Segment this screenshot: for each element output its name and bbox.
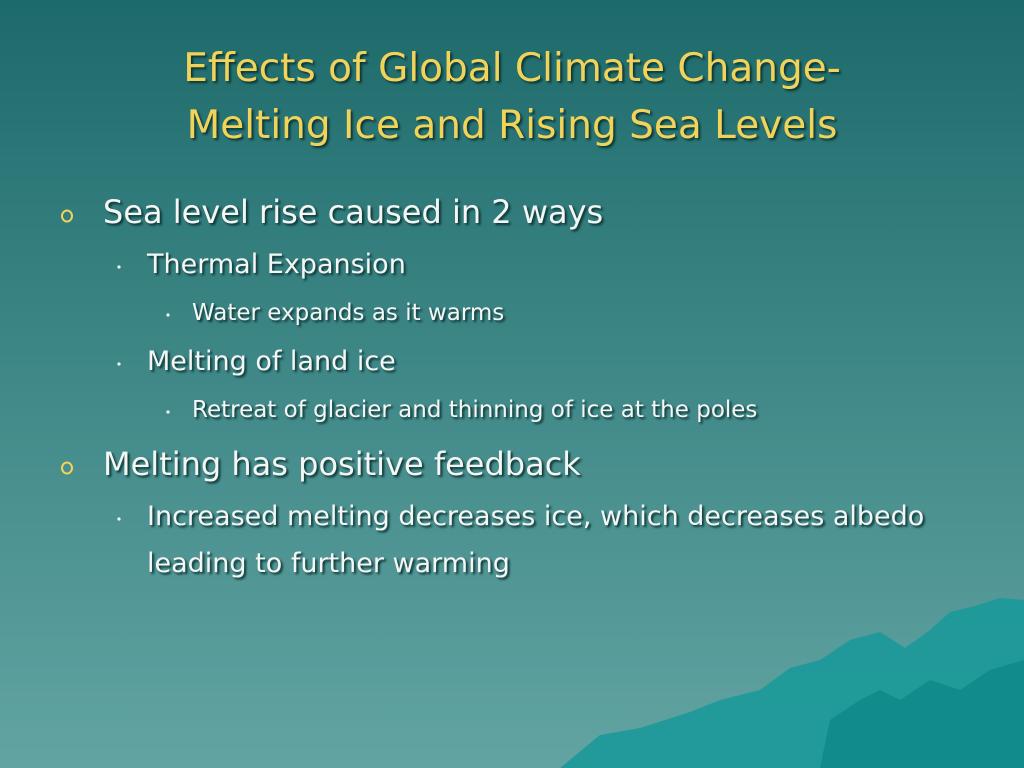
bullet-shape — [166, 410, 170, 414]
bullet-item: Water expands as it warms — [60, 288, 1000, 338]
bullet-shape — [166, 313, 170, 317]
bullet-marker — [117, 361, 121, 366]
bullet-item: Melting of land ice — [60, 338, 927, 385]
bullet-shape — [117, 264, 121, 269]
bullet-text: Melting has positive feedback — [103, 445, 581, 483]
bullet-marker — [117, 264, 121, 269]
bullet-shape — [117, 516, 121, 521]
title-line: Melting Ice and Rising Sea Levels — [186, 103, 838, 148]
slide-title: Effects of Global Climate Change- Melting… — [0, 40, 1024, 154]
bullet-text: Thermal Expansion — [147, 249, 406, 280]
bullet-item: Retreat of glacier and thinning of ice a… — [60, 385, 1000, 435]
bullet-marker — [166, 313, 170, 317]
bullet-shape — [61, 209, 73, 223]
bullet-marker — [61, 209, 73, 223]
iceberg-shade — [820, 660, 1024, 768]
bullet-text: Sea level rise caused in 2 ways — [103, 193, 604, 231]
bullet-item: Sea level rise caused in 2 ways — [60, 183, 1000, 241]
bullet-item: Increased melting decreases ice, which d… — [60, 493, 927, 587]
bullet-text: Melting of land ice — [147, 346, 396, 377]
bullet-text: Retreat of glacier and thinning of ice a… — [192, 397, 758, 423]
title-line: Effects of Global Climate Change- — [183, 46, 841, 91]
bullet-item: Thermal Expansion — [60, 241, 927, 288]
bullet-text: Increased melting decreases ice, which d… — [147, 501, 925, 579]
bullet-shape — [117, 361, 121, 366]
bullet-item: Melting has positive feedback — [60, 435, 1000, 493]
bullet-marker — [166, 410, 170, 414]
bullet-text: Water expands as it warms — [192, 300, 505, 326]
bullet-shape — [61, 461, 73, 475]
bullet-marker — [117, 516, 121, 521]
bullet-list: Sea level rise caused in 2 ways Thermal E… — [60, 183, 1000, 587]
bullet-marker — [61, 461, 73, 475]
